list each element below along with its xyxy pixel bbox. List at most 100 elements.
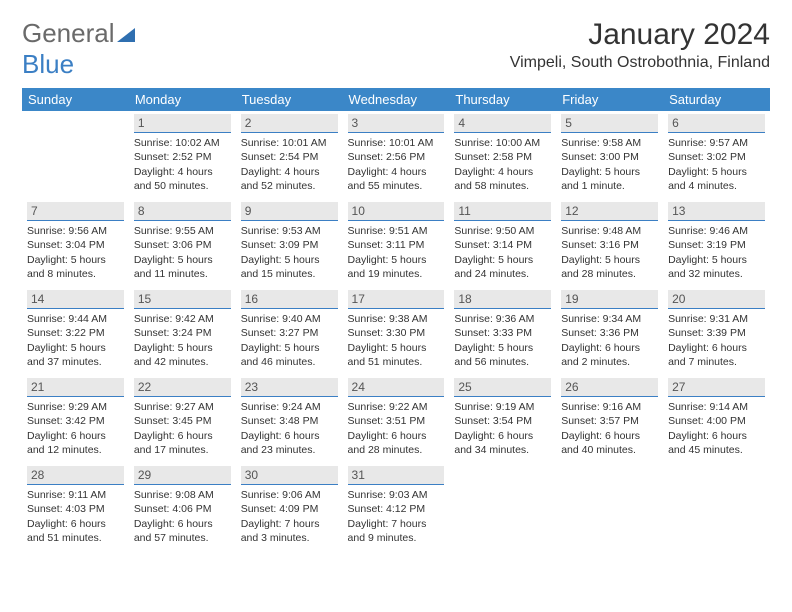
day-text: Sunrise: 9:38 AMSunset: 3:30 PMDaylight:…	[348, 312, 445, 369]
day-line: Daylight: 5 hours	[27, 253, 124, 267]
day-line: Sunset: 3:11 PM	[348, 238, 445, 252]
day-line: Daylight: 5 hours	[348, 253, 445, 267]
day-number: 13	[668, 202, 765, 221]
day-line: Sunrise: 9:40 AM	[241, 312, 338, 326]
day-number: 3	[348, 114, 445, 133]
day-line: Sunrise: 9:38 AM	[348, 312, 445, 326]
day-text: Sunrise: 9:36 AMSunset: 3:33 PMDaylight:…	[454, 312, 551, 369]
day-line: Sunrise: 9:27 AM	[134, 400, 231, 414]
day-cell	[449, 463, 556, 551]
day-line: and 24 minutes.	[454, 267, 551, 281]
day-line: Sunset: 3:14 PM	[454, 238, 551, 252]
weekday-header: Friday	[556, 88, 663, 111]
calendar-row: 14Sunrise: 9:44 AMSunset: 3:22 PMDayligh…	[22, 287, 770, 375]
day-line: and 55 minutes.	[348, 179, 445, 193]
day-line: Sunset: 3:48 PM	[241, 414, 338, 428]
day-line: and 12 minutes.	[27, 443, 124, 457]
day-line: Sunset: 3:22 PM	[27, 326, 124, 340]
day-line: and 19 minutes.	[348, 267, 445, 281]
day-cell: 3 Sunrise: 10:01 AMSunset: 2:56 PMDayligh…	[343, 111, 450, 199]
day-line: and 1 minute.	[561, 179, 658, 193]
day-line: Daylight: 5 hours	[668, 253, 765, 267]
day-cell: 26Sunrise: 9:16 AMSunset: 3:57 PMDayligh…	[556, 375, 663, 463]
day-text: Sunrise: 9:42 AMSunset: 3:24 PMDaylight:…	[134, 312, 231, 369]
day-text: Sunrise: 9:08 AMSunset: 4:06 PMDaylight:…	[134, 488, 231, 545]
day-line: Daylight: 6 hours	[454, 429, 551, 443]
day-line: Sunset: 3:00 PM	[561, 150, 658, 164]
day-line: Sunset: 3:04 PM	[27, 238, 124, 252]
day-line: Sunrise: 9:50 AM	[454, 224, 551, 238]
day-line: Sunrise: 9:14 AM	[668, 400, 765, 414]
day-cell: 31Sunrise: 9:03 AMSunset: 4:12 PMDayligh…	[343, 463, 450, 551]
day-line: Sunrise: 9:29 AM	[27, 400, 124, 414]
day-text: Sunrise: 9:58 AMSunset: 3:00 PMDaylight:…	[561, 136, 658, 193]
day-line: and 28 minutes.	[561, 267, 658, 281]
day-line: Sunrise: 9:34 AM	[561, 312, 658, 326]
day-line: Sunset: 3:09 PM	[241, 238, 338, 252]
day-number: 30	[241, 466, 338, 485]
day-line: Sunset: 3:30 PM	[348, 326, 445, 340]
day-cell: 6Sunrise: 9:57 AMSunset: 3:02 PMDaylight…	[663, 111, 770, 199]
day-line: Daylight: 5 hours	[454, 253, 551, 267]
day-number: 27	[668, 378, 765, 397]
day-line: Sunrise: 9:11 AM	[27, 488, 124, 502]
day-line: Daylight: 5 hours	[134, 341, 231, 355]
day-line: Daylight: 4 hours	[241, 165, 338, 179]
day-cell: 4Sunrise: 10:00 AMSunset: 2:58 PMDayligh…	[449, 111, 556, 199]
day-line: Daylight: 6 hours	[348, 429, 445, 443]
day-line: Daylight: 4 hours	[454, 165, 551, 179]
day-line: Sunset: 3:19 PM	[668, 238, 765, 252]
day-text: Sunrise: 10:00 AMSunset: 2:58 PMDaylight…	[454, 136, 551, 193]
day-line: and 52 minutes.	[241, 179, 338, 193]
day-line: Daylight: 5 hours	[348, 341, 445, 355]
day-number: 26	[561, 378, 658, 397]
day-line: Sunrise: 9:03 AM	[348, 488, 445, 502]
day-line: Daylight: 7 hours	[241, 517, 338, 531]
day-number: 6	[668, 114, 765, 133]
day-line: Daylight: 6 hours	[27, 517, 124, 531]
day-line: Daylight: 5 hours	[27, 341, 124, 355]
day-line: and 17 minutes.	[134, 443, 231, 457]
day-cell: 27Sunrise: 9:14 AMSunset: 4:00 PMDayligh…	[663, 375, 770, 463]
day-line: Sunset: 4:09 PM	[241, 502, 338, 516]
day-number: 16	[241, 290, 338, 309]
day-line: and 51 minutes.	[27, 531, 124, 545]
day-line: and 40 minutes.	[561, 443, 658, 457]
day-line: Sunrise: 9:36 AM	[454, 312, 551, 326]
day-number: 15	[134, 290, 231, 309]
day-cell: 29Sunrise: 9:08 AMSunset: 4:06 PMDayligh…	[129, 463, 236, 551]
day-number: 12	[561, 202, 658, 221]
day-line: Sunrise: 9:44 AM	[27, 312, 124, 326]
day-text: Sunrise: 9:51 AMSunset: 3:11 PMDaylight:…	[348, 224, 445, 281]
day-cell	[663, 463, 770, 551]
day-text: Sunrise: 9:55 AMSunset: 3:06 PMDaylight:…	[134, 224, 231, 281]
day-line: Sunrise: 10:01 AM	[241, 136, 338, 150]
day-number: 9	[241, 202, 338, 221]
day-line: and 7 minutes.	[668, 355, 765, 369]
calendar-row: 28Sunrise: 9:11 AMSunset: 4:03 PMDayligh…	[22, 463, 770, 551]
location: Vimpeli, South Ostrobothnia, Finland	[510, 54, 770, 72]
day-line: Sunset: 3:06 PM	[134, 238, 231, 252]
calendar-table: Sunday Monday Tuesday Wednesday Thursday…	[22, 88, 770, 551]
day-number: 1	[134, 114, 231, 133]
day-text: Sunrise: 10:01 AMSunset: 2:56 PMDaylight…	[348, 136, 445, 193]
day-number: 17	[348, 290, 445, 309]
day-number: 14	[27, 290, 124, 309]
logo-text-2: Blue	[22, 49, 74, 79]
day-line: Sunset: 3:27 PM	[241, 326, 338, 340]
weekday-header: Sunday	[22, 88, 129, 111]
day-line: Sunrise: 10:00 AM	[454, 136, 551, 150]
day-line: and 2 minutes.	[561, 355, 658, 369]
day-line: Sunset: 3:02 PM	[668, 150, 765, 164]
day-line: and 28 minutes.	[348, 443, 445, 457]
day-cell: 19Sunrise: 9:34 AMSunset: 3:36 PMDayligh…	[556, 287, 663, 375]
day-cell: 25Sunrise: 9:19 AMSunset: 3:54 PMDayligh…	[449, 375, 556, 463]
day-line: and 4 minutes.	[668, 179, 765, 193]
day-line: Daylight: 5 hours	[561, 165, 658, 179]
day-line: and 56 minutes.	[454, 355, 551, 369]
month-title: January 2024	[510, 18, 770, 52]
day-line: Sunrise: 9:58 AM	[561, 136, 658, 150]
day-line: Sunrise: 9:51 AM	[348, 224, 445, 238]
day-number: 24	[348, 378, 445, 397]
day-line: Daylight: 5 hours	[241, 253, 338, 267]
